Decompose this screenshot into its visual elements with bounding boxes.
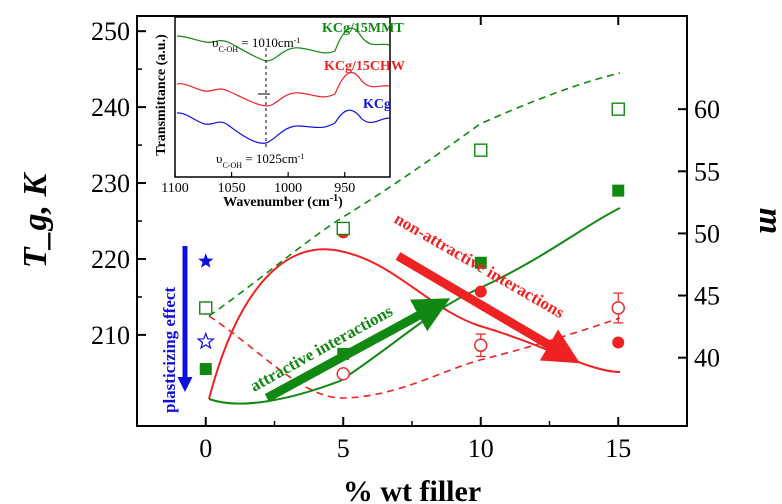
y-left-tick-label: 250 — [91, 17, 130, 46]
m-fit-curve-green — [208, 72, 621, 317]
data-markers — [196, 102, 625, 381]
non-attractive-arrow — [395, 252, 580, 364]
inset-frame — [174, 16, 391, 178]
axis-ticks: 0 5 10 15 210 220 230 240 250 40 45 50 55 60 — [91, 16, 720, 463]
inset-axis-ticks: 1100 1050 1000 950 — [161, 172, 355, 196]
y-left-tick-label: 220 — [91, 245, 130, 274]
inset-x-tick-label: 1050 — [218, 181, 246, 196]
plasticizing-label: plasticizing effect — [160, 287, 179, 413]
inset-x-tick-label: 1000 — [274, 181, 302, 196]
inset-label-kcg15chw: KCg/15CHW — [324, 59, 405, 74]
inset-x-tick-label: 1100 — [161, 181, 188, 196]
y-right-tick-label: 45 — [694, 282, 720, 311]
y-left-tick-label: 240 — [91, 93, 130, 122]
ftir-inset: 1100 1050 1000 950 Transmittance (a.u.) Wav… — [154, 16, 405, 211]
y-right-tick-label: 50 — [694, 219, 720, 248]
marker-series-2 — [474, 338, 488, 352]
x-tick-label: 15 — [605, 434, 631, 463]
marker-series-0 — [612, 336, 625, 349]
y-axis-left-title: T_g, K — [17, 171, 54, 268]
marker-series-1 — [612, 184, 625, 197]
inset-spectrum-kcg15chw — [176, 71, 390, 107]
marker-series-1 — [199, 363, 212, 376]
x-axis-title: % wt filler — [343, 475, 481, 504]
plasticizer-star-filled — [198, 253, 214, 268]
inset-spectrum-kcg15mmt — [176, 27, 390, 62]
marker-series-2 — [336, 367, 350, 381]
y-right-tick-label: 60 — [694, 95, 720, 124]
marker-series-3 — [336, 221, 350, 236]
y-axis-right-title: m — [752, 208, 782, 234]
plasticizer-star-open — [196, 331, 216, 350]
y-right-tick-label: 40 — [694, 344, 720, 373]
inset-label-kcg: KCg — [363, 97, 391, 112]
y-left-tick-label: 230 — [91, 169, 130, 198]
attractive-label: attractive interactions — [247, 301, 397, 395]
marker-series-3 — [611, 102, 625, 116]
y-left-tick-label: 210 — [91, 321, 130, 350]
x-tick-label: 5 — [337, 434, 350, 463]
marker-series-0 — [474, 285, 487, 298]
inset-xlabel: Wavenumber (cm-1) — [223, 193, 343, 211]
inset-x-tick-label: 950 — [334, 181, 355, 196]
x-tick-label: 10 — [468, 434, 494, 463]
inset-peak-bottom-label: υC-OH = 1025cm-1 — [216, 151, 304, 170]
inset-spectrum-kcg — [176, 109, 390, 144]
x-tick-label: 0 — [199, 434, 212, 463]
marker-series-1 — [474, 256, 487, 269]
marker-series-3 — [474, 143, 488, 157]
marker-series-3 — [199, 301, 213, 315]
marker-series-2 — [611, 301, 625, 315]
inset-peak-top-label: υC-OH = 1010cm-1 — [212, 35, 300, 54]
attractive-arrow — [264, 298, 451, 402]
inset-label-kcg15mmt: KCg/15MMT — [322, 21, 404, 36]
y-right-tick-label: 55 — [694, 157, 720, 186]
inset-ylabel: Transmittance (a.u.) — [154, 34, 169, 156]
